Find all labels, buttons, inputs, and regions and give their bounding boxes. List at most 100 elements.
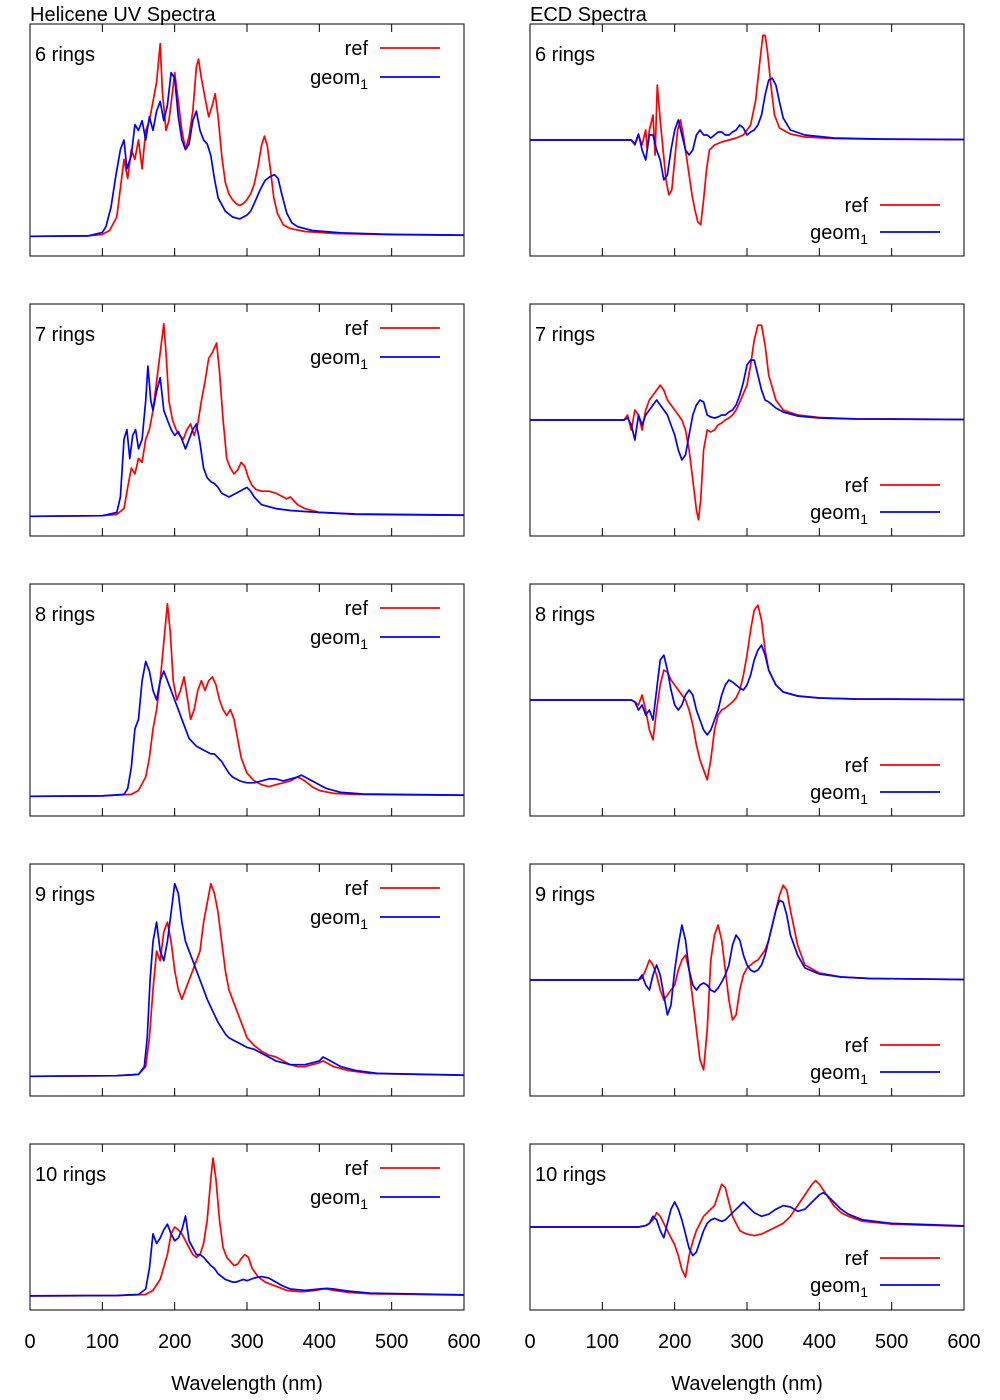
panel-label: 8 rings: [535, 604, 595, 626]
x-tick-label: 0: [24, 1331, 35, 1353]
series-line-geom: [30, 882, 464, 1078]
legend-geom-name: geom: [810, 502, 860, 524]
x-tick-label: 200: [658, 1331, 691, 1353]
legend-ref-label: ref: [845, 1248, 869, 1270]
x-tick-label: 100: [586, 1331, 619, 1353]
series-line-ref: [30, 42, 464, 238]
series-line-ref: [30, 322, 464, 518]
series-line-ref: [530, 324, 964, 521]
series-line-geom: [30, 1215, 464, 1297]
legend-geom-label: geom1: [810, 502, 868, 527]
legend-geom-name: geom: [310, 627, 360, 649]
series-line-ref: [530, 34, 964, 226]
panel-label: 7 rings: [535, 324, 595, 346]
legend-geom-subscript: 1: [860, 231, 868, 247]
panel-label: 7 rings: [35, 324, 95, 346]
right-figure-title: ECD Spectra: [530, 4, 648, 26]
panel-label: 9 rings: [35, 884, 95, 906]
panel-ecd-10-rings: 10 rings ref geom1 0 100 200 300 400 500 600: [524, 1143, 981, 1353]
right-xlabel: Wavelength (nm): [671, 1373, 823, 1395]
panel-ecd-6-rings: 6 rings ref geom1: [529, 23, 965, 257]
panel-uv-8-rings: 8 rings ref geom1: [29, 583, 465, 817]
legend-geom-label: geom1: [810, 1275, 868, 1300]
x-tick-label: 100: [86, 1331, 119, 1353]
series-line-ref: [530, 884, 964, 1071]
legend-geom-label: geom1: [310, 347, 368, 372]
legend-geom-subscript: 1: [860, 511, 868, 527]
series-line-geom: [30, 365, 464, 518]
legend-geom-label: geom1: [310, 67, 368, 92]
series-line-ref: [530, 604, 964, 781]
legend-ref-label: ref: [845, 755, 869, 777]
series-line-geom: [530, 359, 964, 461]
panel-label: 9 rings: [535, 884, 595, 906]
legend-geom-label: geom1: [810, 1062, 868, 1087]
plot-frame: [29, 303, 465, 537]
series-line-geom: [530, 1191, 964, 1257]
legend-geom-subscript: 1: [360, 1196, 368, 1212]
panel-label: 10 rings: [35, 1164, 106, 1186]
series-line-geom: [530, 899, 964, 1016]
legend-ref-label: ref: [345, 318, 369, 340]
legend-geom-name: geom: [810, 782, 860, 804]
series-line-geom: [530, 644, 964, 736]
plot-frame: [29, 23, 465, 257]
panel-uv-10-rings: 10 rings ref geom1 0 100 200 300 400 500 600: [24, 1143, 481, 1353]
plot-frame: [29, 583, 465, 817]
panel-label: 6 rings: [35, 44, 95, 66]
legend-geom-label: geom1: [310, 1187, 368, 1212]
x-tick-label: 600: [447, 1331, 480, 1353]
panel-uv-6-rings: 6 rings ref geom1: [29, 23, 465, 257]
legend-geom-name: geom: [310, 347, 360, 369]
panel-label: 8 rings: [35, 604, 95, 626]
left-figure-title: Helicene UV Spectra: [30, 4, 217, 26]
legend-geom-name: geom: [810, 222, 860, 244]
series-line-ref: [30, 1157, 464, 1297]
x-tick-label: 400: [803, 1331, 836, 1353]
legend-geom-subscript: 1: [360, 76, 368, 92]
x-tick-label: 400: [303, 1331, 336, 1353]
x-tick-label: 600: [947, 1331, 980, 1353]
panel-ecd-9-rings: 9 rings ref geom1: [529, 863, 965, 1097]
legend-ref-label: ref: [845, 475, 869, 497]
series-line-geom: [530, 77, 964, 181]
x-tick-label: 300: [230, 1331, 263, 1353]
legend-ref-label: ref: [345, 38, 369, 60]
legend-ref-label: ref: [345, 1158, 369, 1180]
legend-geom-subscript: 1: [860, 791, 868, 807]
legend-geom-name: geom: [310, 67, 360, 89]
x-tick-label: 200: [158, 1331, 191, 1353]
left-xlabel: Wavelength (nm): [171, 1373, 323, 1395]
plot-frame: [29, 863, 465, 1097]
legend-geom-label: geom1: [310, 627, 368, 652]
legend-geom-label: geom1: [310, 907, 368, 932]
panel-label: 6 rings: [535, 44, 595, 66]
x-tick-label: 0: [524, 1331, 535, 1353]
panel-ecd-7-rings: 7 rings ref geom1: [529, 303, 965, 537]
legend-ref-label: ref: [845, 195, 869, 217]
legend-geom-subscript: 1: [360, 356, 368, 372]
legend-geom-name: geom: [310, 907, 360, 929]
legend-ref-label: ref: [345, 878, 369, 900]
legend-geom-name: geom: [810, 1275, 860, 1297]
series-line-geom: [30, 660, 464, 798]
legend-ref-label: ref: [345, 598, 369, 620]
series-line-geom: [30, 71, 464, 238]
x-tick-label: 500: [375, 1331, 408, 1353]
legend-geom-name: geom: [810, 1062, 860, 1084]
legend-geom-label: geom1: [810, 222, 868, 247]
legend-geom-subscript: 1: [860, 1284, 868, 1300]
panel-ecd-8-rings: 8 rings ref geom1: [529, 583, 965, 817]
x-tick-label: 300: [730, 1331, 763, 1353]
x-tick-label: 500: [875, 1331, 908, 1353]
series-line-ref: [30, 882, 464, 1078]
series-line-ref: [30, 602, 464, 798]
legend-geom-name: geom: [310, 1187, 360, 1209]
legend-ref-label: ref: [845, 1035, 869, 1057]
panel-uv-7-rings: 7 rings ref geom1: [29, 303, 465, 537]
legend-geom-subscript: 1: [360, 636, 368, 652]
legend-geom-subscript: 1: [360, 916, 368, 932]
series-line-ref: [530, 1179, 964, 1278]
